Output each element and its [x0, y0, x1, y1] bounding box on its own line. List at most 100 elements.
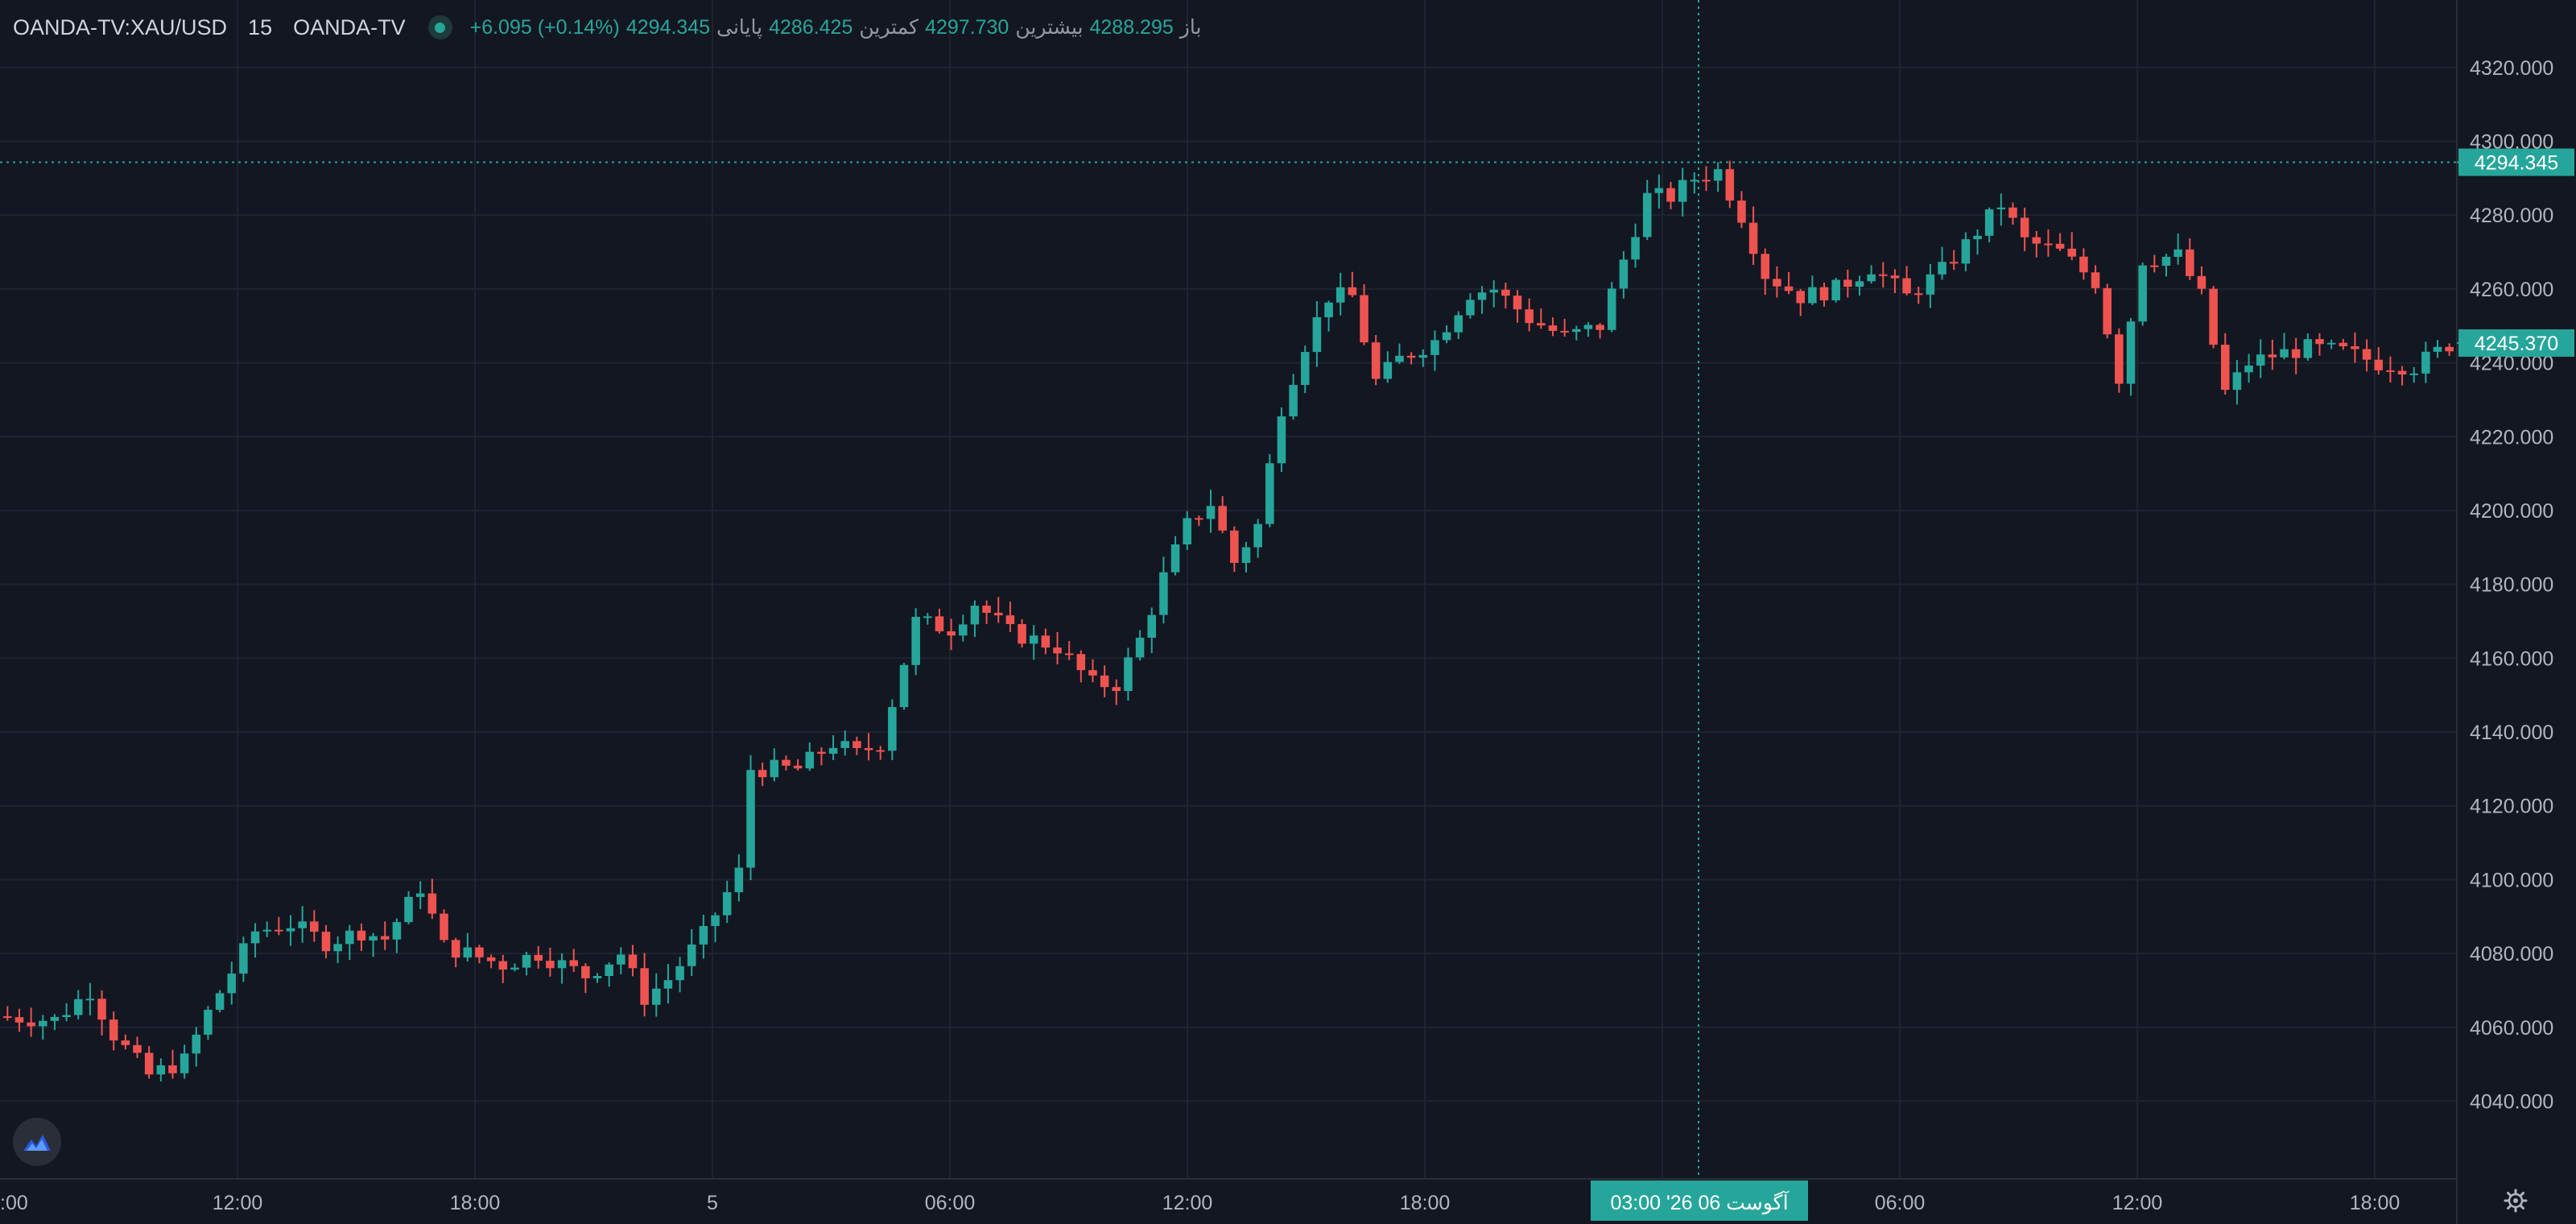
candle: [2421, 341, 2430, 383]
candle: [1454, 311, 1463, 339]
candle: [1018, 618, 1026, 648]
candle-body: [1642, 192, 1652, 238]
candle-body: [2209, 288, 2218, 345]
crosshair: [0, 0, 2457, 1179]
candle-body: [828, 747, 838, 755]
candle: [1442, 325, 1451, 344]
candle: [1702, 166, 1711, 192]
candle-body: [1041, 635, 1051, 648]
candle: [2186, 238, 2194, 280]
candle-body: [144, 1052, 154, 1075]
candle: [1206, 490, 1216, 533]
candle: [50, 1014, 60, 1031]
candle-body: [2138, 265, 2147, 322]
candle-body: [1312, 316, 1322, 353]
grid: [0, 0, 2457, 1179]
crosshair-time-label: 03:00 '26 آگوست 06: [1610, 1190, 1789, 1215]
candle-body: [1737, 201, 1746, 223]
interval-label[interactable]: 15: [248, 14, 273, 39]
candle: [1867, 265, 1876, 284]
candle-body: [2103, 287, 2112, 335]
x-axis[interactable]: :0012:0018:00506:0012:0018:00606:0012:00…: [0, 1192, 2400, 1214]
candle: [522, 951, 531, 976]
candle-body: [1537, 323, 1546, 326]
candle-body: [2161, 256, 2171, 266]
candle: [557, 953, 567, 984]
candle: [275, 916, 283, 936]
candle: [1005, 602, 1015, 632]
hover-price-bg: [2458, 148, 2574, 176]
candle-body: [427, 893, 437, 914]
x-tick-label: 06:00: [925, 1192, 976, 1214]
candle: [2091, 265, 2100, 294]
candle-body: [475, 947, 484, 957]
candle-body: [1583, 325, 1593, 329]
candle-body: [628, 954, 638, 969]
candle: [333, 936, 342, 964]
candle-body: [1867, 274, 1876, 282]
candle-body: [1324, 302, 1333, 317]
candle-body: [1442, 332, 1451, 341]
candle: [1926, 263, 1935, 308]
candle: [1666, 181, 1675, 209]
candle: [1477, 286, 1487, 314]
source-label[interactable]: OANDA-TV: [293, 14, 406, 39]
candle: [510, 963, 519, 972]
candle-body: [1596, 325, 1604, 330]
symbol-name[interactable]: OANDA-TV:XAU/USD: [13, 14, 228, 39]
candle-body: [959, 624, 968, 636]
candle-body: [569, 960, 578, 966]
candle: [1159, 556, 1168, 624]
candle-body: [1619, 259, 1629, 289]
candle: [546, 947, 555, 977]
candle: [1100, 665, 1109, 697]
candle: [1596, 323, 1604, 339]
candle: [2256, 339, 2265, 378]
candle-body: [1395, 355, 1404, 362]
candle-body: [546, 961, 555, 969]
candle-body: [2186, 249, 2194, 276]
candle-body: [1690, 180, 1699, 182]
y-axis[interactable]: 4040.000 4060.000 4080.000 4100.000 4120.000…: [2470, 57, 2553, 1114]
candle-body: [770, 759, 779, 778]
candle-body: [1124, 657, 1133, 692]
candle-body: [2291, 349, 2301, 358]
candle: [959, 614, 968, 642]
candle-body: [2197, 275, 2207, 289]
candle-body: [14, 1017, 24, 1023]
candle: [1312, 301, 1322, 367]
candle: [569, 949, 578, 972]
tradingview-logo-icon[interactable]: [13, 1118, 61, 1166]
candle-body: [3, 1016, 12, 1019]
candle-body: [1360, 295, 1368, 343]
candle: [404, 891, 413, 924]
candle-body: [275, 929, 283, 932]
candle-body: [687, 944, 696, 966]
candle-body: [1277, 416, 1286, 464]
candle: [62, 1003, 71, 1022]
candle-body: [758, 770, 767, 778]
candle: [2303, 333, 2313, 361]
candle-body: [793, 765, 803, 769]
candle: [2326, 339, 2336, 349]
candle-body: [1548, 325, 1558, 331]
candle-body: [1784, 286, 1794, 292]
candle: [1418, 349, 1428, 367]
candle: [687, 928, 696, 977]
candle-body: [1773, 279, 1781, 287]
candle: [109, 1011, 118, 1051]
candle-body: [557, 960, 567, 969]
candle-body: [722, 891, 732, 916]
candle: [475, 945, 484, 964]
candle-body: [617, 954, 625, 965]
candle: [923, 613, 932, 625]
candle-body: [498, 961, 508, 970]
y-tick-label: 4140.000: [2470, 722, 2553, 744]
market-status-icon[interactable]: [427, 15, 452, 39]
candle-body: [1206, 506, 1216, 519]
candle-body: [333, 944, 342, 952]
candle-body: [345, 930, 354, 945]
gear-icon[interactable]: [2502, 1187, 2529, 1214]
close-value: 4294.345: [625, 15, 711, 39]
